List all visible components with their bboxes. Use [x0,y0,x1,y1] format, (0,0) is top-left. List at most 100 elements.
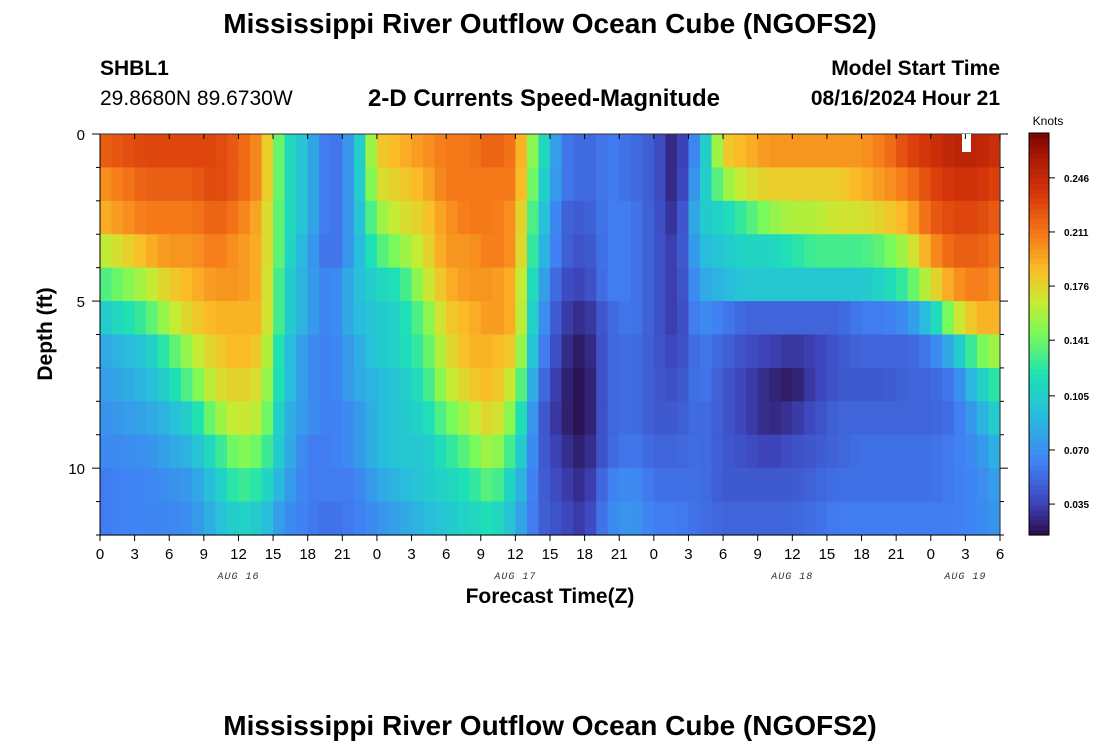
heatmap-cell [169,200,182,235]
heatmap-cell [134,200,147,235]
heatmap-cell [180,267,193,302]
heatmap-cell [100,367,113,402]
heatmap-cell [942,301,955,336]
heatmap-cell [423,501,436,536]
heatmap-cell [711,401,724,436]
heatmap-cell [642,468,655,503]
colorbar-swatch [1029,489,1049,496]
heatmap-cell [734,167,747,202]
heatmap-cell [792,401,805,436]
heatmap-cell [330,301,343,336]
heatmap-cell [619,434,632,469]
heatmap-cell [146,401,159,436]
heatmap-cell [434,134,447,169]
heatmap-cell [792,367,805,402]
heatmap-cell [838,134,851,169]
heatmap-cell [307,367,320,402]
heatmap-cell [538,234,551,269]
heatmap-cell [861,367,874,402]
heatmap-cell [192,401,205,436]
heatmap-cell [930,301,943,336]
heatmap-cell [365,134,378,169]
heatmap-cell [815,501,828,536]
heatmap-cell [365,468,378,503]
heatmap-cell [653,401,666,436]
heatmap-cell [480,134,493,169]
heatmap-cell [976,334,990,369]
heatmap-cell [376,134,390,169]
heatmap-cell [884,234,897,269]
heatmap-cell [953,434,966,469]
colorbar-swatch [1029,429,1049,436]
heatmap-cell [515,301,528,336]
colorbar-swatch [1029,499,1049,506]
heatmap-cell [642,134,655,169]
heatmap-cell [596,134,609,169]
heatmap-cell [873,301,886,336]
heatmap-cell [423,200,436,235]
heatmap-cell [353,200,366,235]
heatmap-cell [619,167,632,202]
heatmap-cell [180,401,193,436]
heatmap-cell [803,167,816,202]
heatmap-cell [584,501,597,536]
heatmap-cell [734,301,747,336]
heatmap-cell [169,134,182,169]
heatmap-cell [896,501,909,536]
x-axis-label: Forecast Time(Z) [466,585,635,608]
heatmap-cell [711,334,724,369]
heatmap-cell [330,401,343,436]
heatmap-cell [503,200,516,235]
heatmap-cell [492,167,505,202]
heatmap-cell [700,301,713,336]
colorbar: 0.246 0.211 0.176 0.141 0.105 0.070 0.035 [1028,132,1089,536]
heatmap-cell [642,200,655,235]
heatmap-cell [296,434,309,469]
heatmap-cell [711,367,724,402]
heatmap-cell [780,501,793,536]
heatmap-cell [919,367,932,402]
heatmap-cell [226,334,240,369]
heatmap-cell [861,200,874,235]
heatmap-cell [561,434,574,469]
overlay-marker [962,134,971,152]
colorbar-swatch [1029,524,1049,531]
heatmap-cell [919,234,932,269]
x-tick-label: 3 [130,546,138,563]
heatmap-cell [261,367,274,402]
heatmap-cell [250,434,263,469]
heatmap-cell [723,434,736,469]
heatmap-cell [907,267,920,302]
heatmap-cell [123,167,136,202]
heatmap-cell [653,267,666,302]
heatmap-cell [630,434,643,469]
heatmap-cell [319,134,332,169]
heatmap-cell [538,367,551,402]
heatmap-cell [700,267,713,302]
heatmap-cell [630,134,643,169]
heatmap-cell [596,334,609,369]
heatmap-cell [907,167,920,202]
heatmap-cell [134,234,147,269]
heatmap-cell [215,468,228,503]
heatmap-cell [492,301,505,336]
heatmap-cell [700,367,713,402]
heatmap-cell [907,434,920,469]
heatmap-cell [930,234,943,269]
colorbar-swatch [1029,173,1049,179]
heatmap-cell [250,200,263,235]
heatmap-cell [988,134,1001,169]
heatmap-cell [273,434,286,469]
heatmap-cell [803,134,816,169]
heatmap-cell [526,234,540,269]
heatmap-cell [550,134,563,169]
heatmap-cell [273,234,286,269]
heatmap-cell [123,334,136,369]
heatmap-cell [330,468,343,503]
colorbar-swatch [1029,434,1049,441]
heatmap-cell [630,401,643,436]
heatmap-cell [330,367,343,402]
heatmap-cell [526,401,540,436]
heatmap-cell [203,134,216,169]
heatmap-cell [711,468,724,503]
